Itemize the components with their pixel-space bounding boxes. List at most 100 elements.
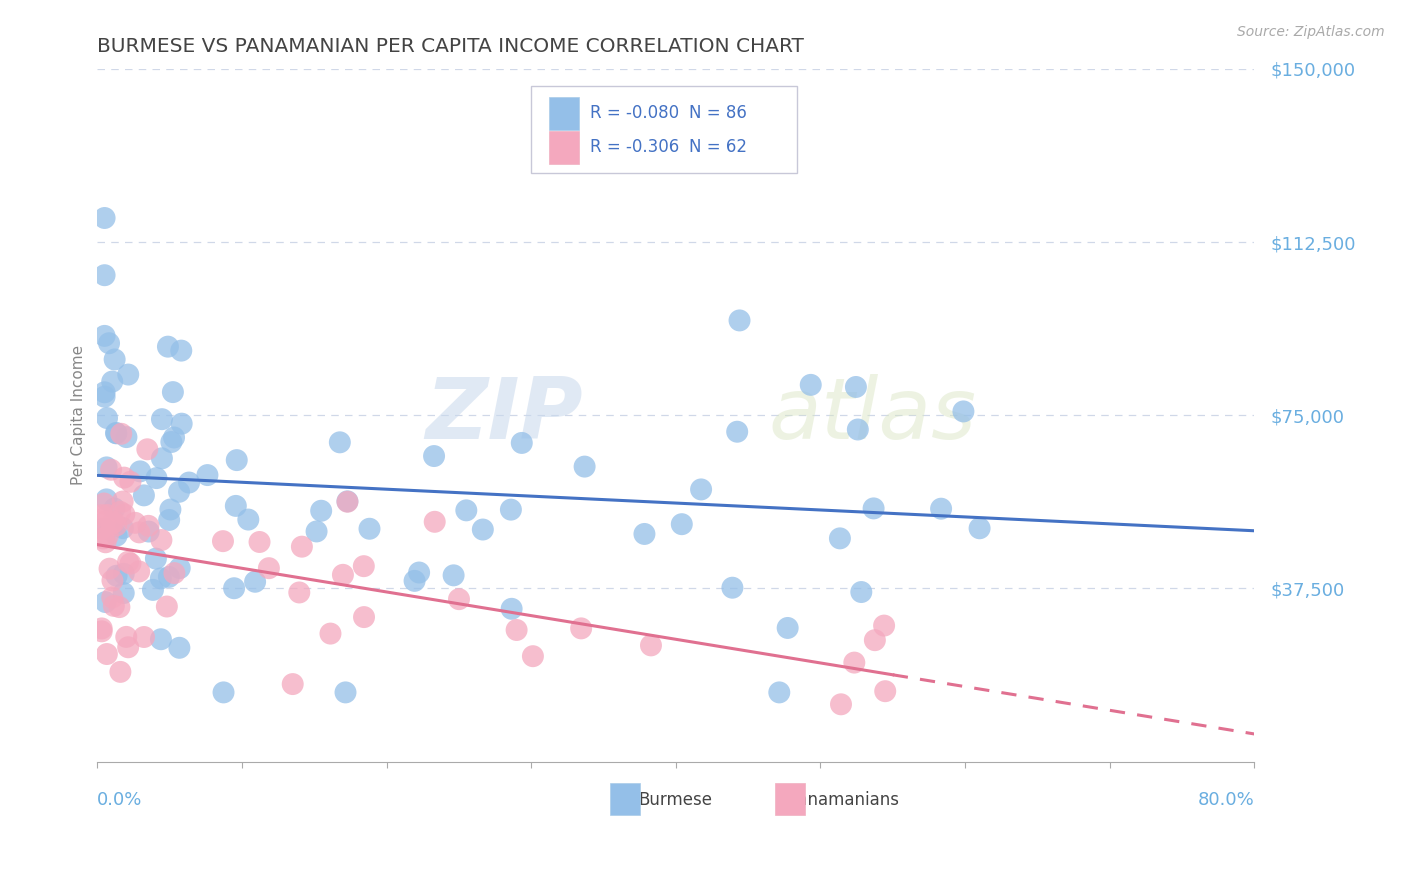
Point: [117, 368, 139, 382]
Point: [103, 515, 125, 529]
Point: [162, 385, 184, 400]
Point: [721, 581, 744, 595]
Point: [93, 522, 115, 536]
Point: [574, 459, 596, 474]
Point: [115, 630, 138, 644]
Point: [111, 521, 134, 535]
Point: [845, 380, 868, 394]
Point: [309, 504, 332, 518]
Point: [336, 494, 359, 508]
Point: [93, 515, 115, 529]
Point: [336, 494, 359, 508]
Point: [132, 630, 155, 644]
Point: [830, 698, 852, 712]
Text: N = 62: N = 62: [689, 138, 747, 156]
Point: [157, 570, 180, 584]
Point: [136, 442, 159, 457]
Point: [170, 417, 193, 431]
Point: [96, 492, 118, 507]
Point: [112, 470, 135, 484]
Point: [115, 430, 138, 444]
Point: [170, 343, 193, 358]
Point: [157, 513, 180, 527]
Point: [142, 582, 165, 597]
Point: [156, 340, 179, 354]
Point: [163, 430, 186, 444]
Point: [96, 647, 118, 661]
Point: [100, 517, 122, 532]
Point: [353, 610, 375, 624]
Point: [257, 561, 280, 575]
Point: [93, 385, 115, 400]
Point: [105, 425, 128, 440]
Point: [332, 567, 354, 582]
Text: 0.0%: 0.0%: [97, 791, 143, 809]
Point: [105, 568, 128, 582]
Point: [505, 623, 527, 637]
Point: [163, 566, 186, 580]
Point: [132, 488, 155, 502]
Point: [105, 528, 128, 542]
Point: [846, 422, 869, 436]
Point: [149, 571, 172, 585]
Point: [212, 685, 235, 699]
Point: [160, 435, 183, 450]
Point: [633, 527, 655, 541]
Y-axis label: Per Capita Income: Per Capita Income: [72, 345, 86, 485]
Point: [90, 522, 112, 536]
Point: [222, 581, 245, 595]
Point: [93, 211, 115, 225]
Point: [319, 626, 342, 640]
Text: Panamanians: Panamanians: [789, 791, 898, 809]
Point: [100, 463, 122, 477]
Point: [212, 534, 235, 549]
Point: [671, 517, 693, 532]
Point: [96, 411, 118, 425]
Point: [225, 499, 247, 513]
Point: [145, 551, 167, 566]
Point: [90, 508, 112, 522]
Text: R = -0.080: R = -0.080: [591, 104, 679, 122]
Text: N = 86: N = 86: [689, 104, 747, 122]
Point: [93, 268, 115, 283]
Point: [108, 505, 131, 519]
Point: [800, 377, 823, 392]
Point: [97, 529, 120, 543]
Point: [112, 508, 135, 522]
Point: [91, 532, 114, 546]
Point: [94, 535, 117, 549]
Point: [844, 656, 866, 670]
Point: [90, 622, 112, 636]
Point: [177, 475, 200, 490]
Point: [96, 460, 118, 475]
Point: [124, 516, 146, 530]
Point: [471, 523, 494, 537]
Point: [863, 633, 886, 648]
Point: [288, 585, 311, 599]
Point: [110, 665, 132, 679]
Point: [159, 502, 181, 516]
Point: [225, 453, 247, 467]
Point: [101, 574, 124, 588]
Point: [101, 591, 124, 605]
FancyBboxPatch shape: [548, 96, 579, 130]
Point: [335, 685, 357, 699]
Text: ZIP: ZIP: [426, 374, 583, 457]
Text: BURMESE VS PANAMANIAN PER CAPITA INCOME CORRELATION CHART: BURMESE VS PANAMANIAN PER CAPITA INCOME …: [97, 37, 804, 56]
Point: [105, 426, 128, 441]
Point: [768, 685, 790, 699]
Point: [156, 599, 179, 614]
Point: [128, 525, 150, 540]
Point: [238, 512, 260, 526]
Point: [103, 501, 125, 516]
Point: [969, 521, 991, 535]
Point: [111, 494, 134, 508]
Point: [249, 535, 271, 549]
Point: [359, 522, 381, 536]
Point: [862, 501, 884, 516]
Point: [197, 468, 219, 483]
Point: [510, 436, 533, 450]
Point: [501, 602, 523, 616]
Point: [108, 600, 131, 615]
Point: [404, 574, 426, 588]
